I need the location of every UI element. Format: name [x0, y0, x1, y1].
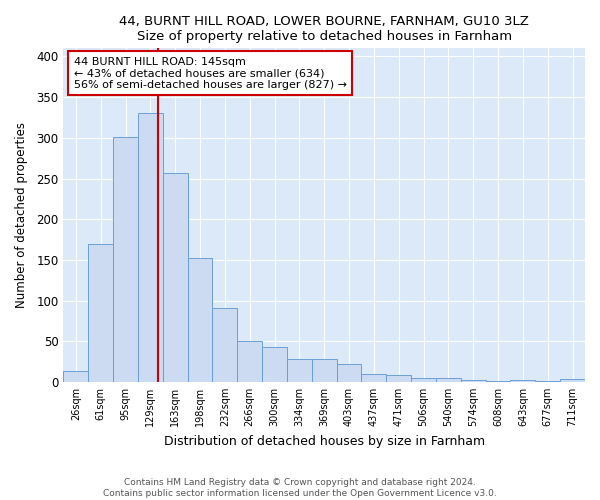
Text: Contains HM Land Registry data © Crown copyright and database right 2024.
Contai: Contains HM Land Registry data © Crown c… [103, 478, 497, 498]
Bar [337, 364, 361, 382]
Bar [361, 374, 386, 382]
Bar [511, 380, 535, 382]
Bar [386, 374, 411, 382]
Bar [113, 137, 138, 382]
Bar [535, 381, 560, 382]
Bar [212, 308, 237, 382]
Bar [237, 341, 262, 382]
Bar [461, 380, 485, 382]
Title: 44, BURNT HILL ROAD, LOWER BOURNE, FARNHAM, GU10 3LZ
Size of property relative t: 44, BURNT HILL ROAD, LOWER BOURNE, FARNH… [119, 15, 529, 43]
Bar [163, 173, 188, 382]
Bar [188, 258, 212, 382]
Bar [485, 381, 511, 382]
Bar [138, 114, 163, 382]
Bar [64, 370, 88, 382]
Text: 44 BURNT HILL ROAD: 145sqm
← 43% of detached houses are smaller (634)
56% of sem: 44 BURNT HILL ROAD: 145sqm ← 43% of deta… [74, 56, 347, 90]
Y-axis label: Number of detached properties: Number of detached properties [15, 122, 28, 308]
X-axis label: Distribution of detached houses by size in Farnham: Distribution of detached houses by size … [164, 434, 485, 448]
Bar [411, 378, 436, 382]
Bar [88, 244, 113, 382]
Bar [287, 359, 312, 382]
Bar [312, 359, 337, 382]
Bar [262, 347, 287, 382]
Bar [436, 378, 461, 382]
Bar [560, 378, 585, 382]
